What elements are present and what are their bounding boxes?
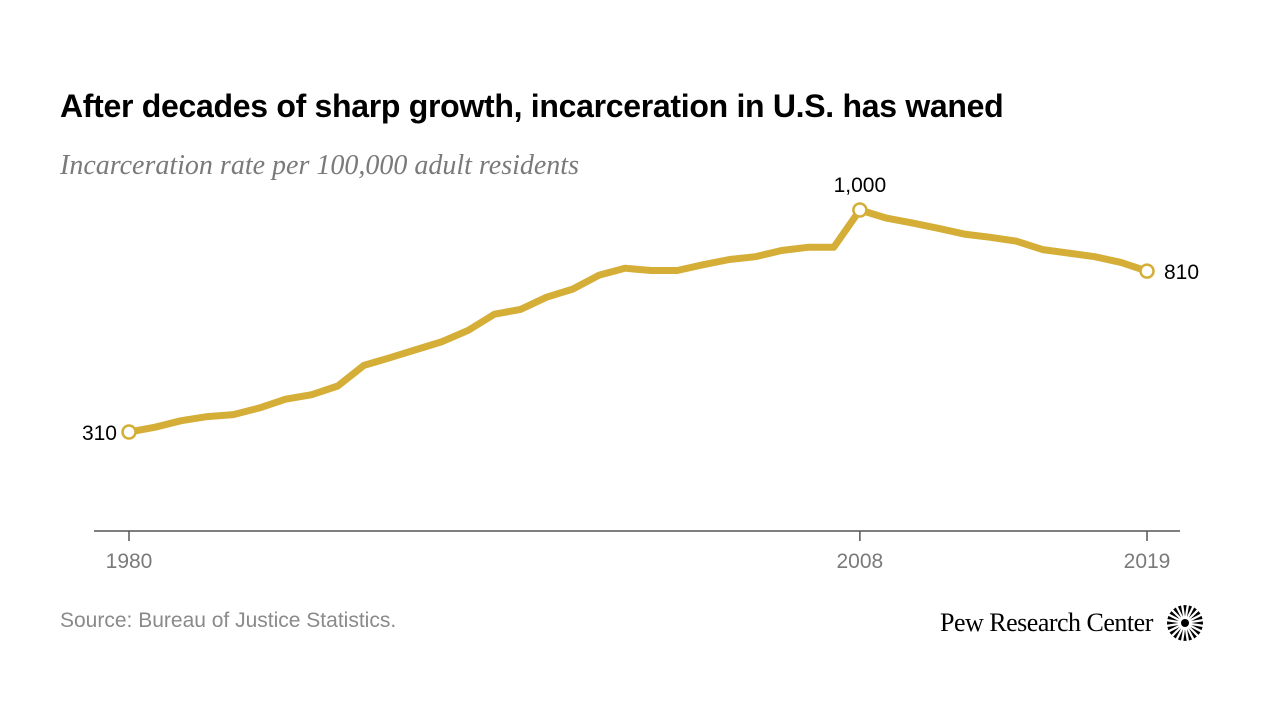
x-tick-label-2008: 2008 [837,550,884,573]
line-chart: 1980 2008 2019 310 1,000 810 [82,174,1199,573]
series-line [125,206,1151,436]
pew-sunburst-icon [1166,605,1203,641]
x-tick-label-1980: 1980 [106,550,153,573]
data-label-1980: 310 [82,422,117,445]
source-note: Source: Bureau of Justice Statistics. [60,609,397,632]
chart-subtitle: Incarceration rate per 100,000 adult res… [60,150,579,181]
chart-title: After decades of sharp growth, incarcera… [60,88,1004,124]
data-label-2008: 1,000 [834,174,887,197]
x-tick-label-2019: 2019 [1124,550,1171,573]
data-point-2019 [1139,263,1155,279]
brand-name: Pew Research Center [940,608,1153,637]
data-point-2008 [852,202,868,218]
brand-logo-group: Pew Research Center [940,603,1205,643]
data-label-2019: 810 [1164,261,1199,284]
data-point-1980 [121,424,137,440]
